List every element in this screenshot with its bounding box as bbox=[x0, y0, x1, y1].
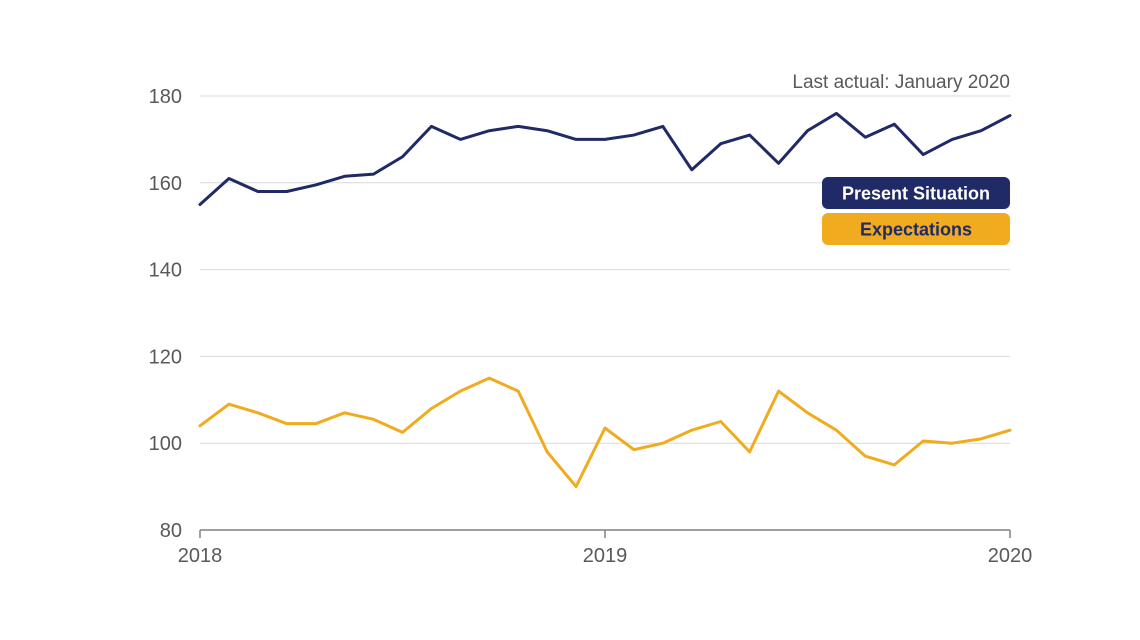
x-tick-label: 2020 bbox=[988, 545, 1033, 567]
x-tick-label: 2019 bbox=[583, 545, 628, 567]
line-chart: 80 100 120 140 160 180 2018 2019 2020 Last actual… bbox=[0, 0, 1140, 640]
y-tick-label: 180 bbox=[149, 86, 182, 108]
chart-annotation: Last actual: January 2020 bbox=[792, 72, 1010, 93]
chart-svg: 80 100 120 140 160 180 2018 2019 2020 Last actual… bbox=[0, 0, 1140, 640]
y-tick-label: 100 bbox=[149, 433, 182, 455]
y-tick-label: 120 bbox=[149, 346, 182, 368]
x-tick-label: 2018 bbox=[178, 545, 223, 567]
legend-label: Expectations bbox=[860, 219, 972, 239]
y-tick-label: 140 bbox=[149, 260, 182, 282]
y-tick-label: 160 bbox=[149, 173, 182, 195]
legend-label: Present Situation bbox=[842, 183, 990, 203]
y-tick-label: 80 bbox=[160, 520, 182, 542]
